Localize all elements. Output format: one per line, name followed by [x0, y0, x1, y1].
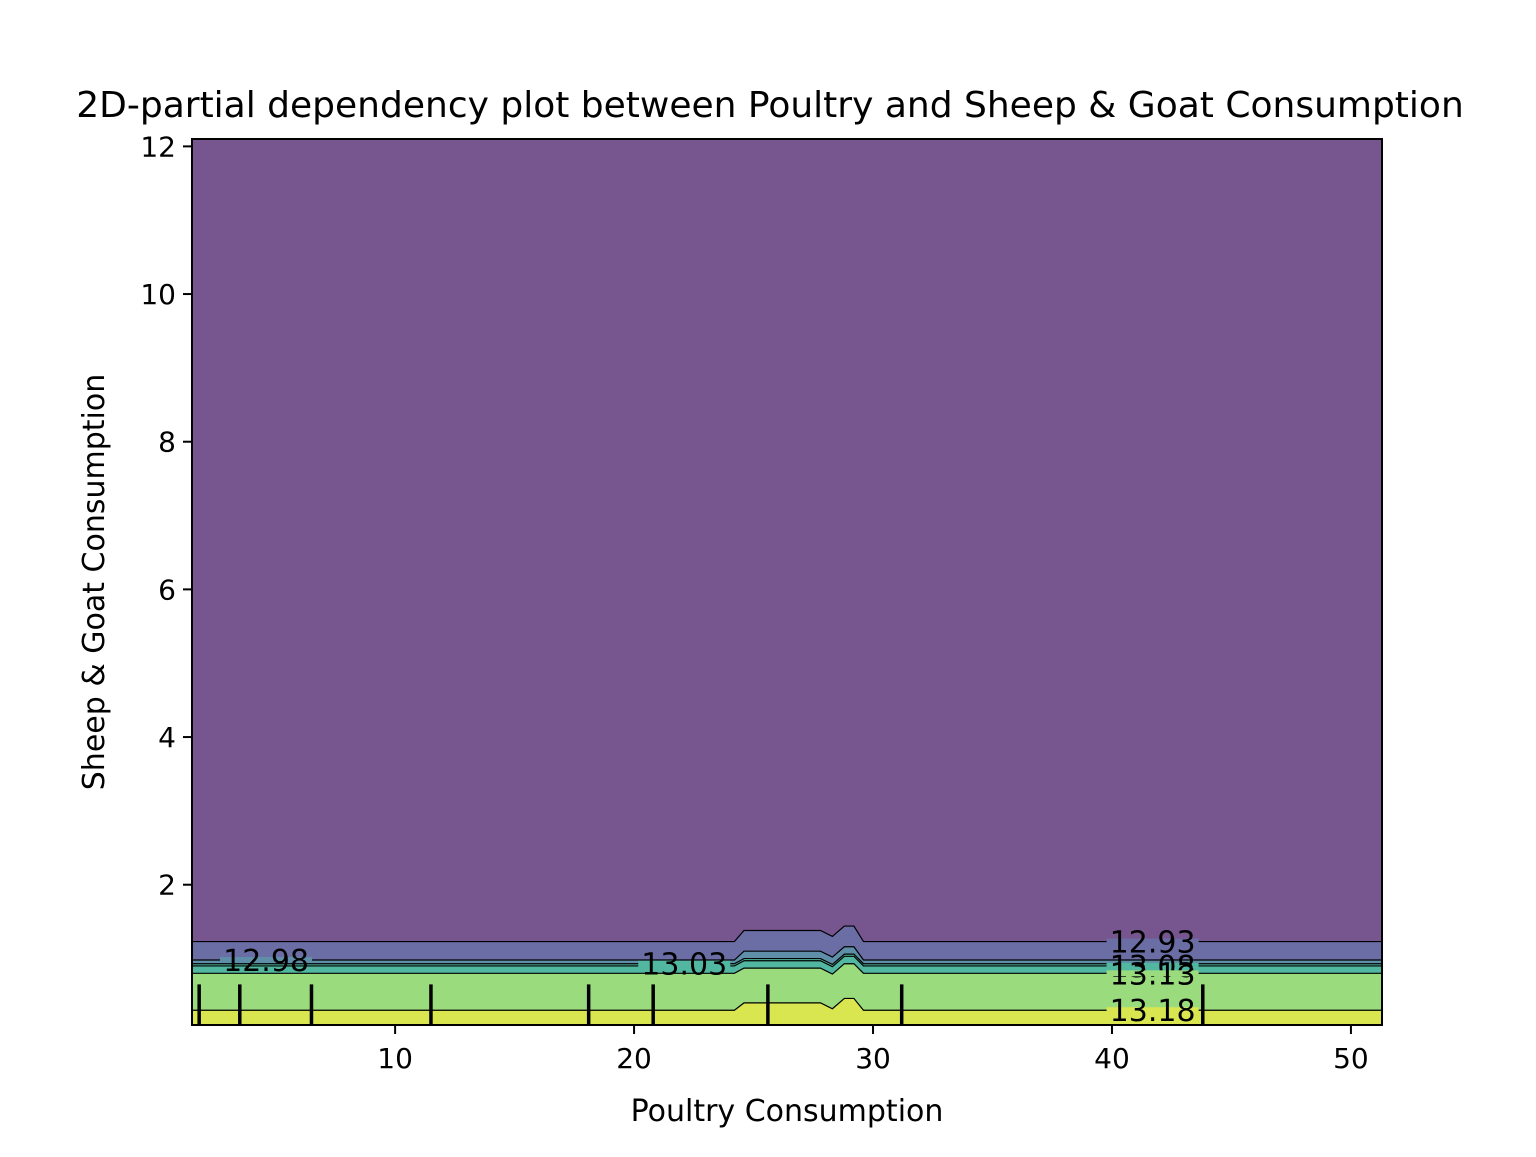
- y-tick-label-4: 4: [158, 721, 176, 754]
- x-axis-label: Poultry Consumption: [631, 1094, 944, 1129]
- contour-line-13.13: [192, 963, 1382, 975]
- y-axis-label: Sheep & Goat Consumption: [77, 374, 112, 790]
- x-tick-label-30: 30: [855, 1042, 891, 1075]
- chart-title: 2D-partial dependency plot between Poult…: [76, 85, 1464, 126]
- rug-marks: [197, 984, 1205, 1025]
- contour-line-12.98: [192, 946, 1382, 961]
- contour-label-13.08: 13.08: [1110, 950, 1196, 985]
- contour-label-12.98-gap: [220, 957, 313, 964]
- y-tick-label-6: 6: [158, 573, 176, 606]
- contour-label-13.18: 13.18: [1110, 994, 1196, 1029]
- band-top: [192, 139, 1382, 1025]
- x-tick-label-40: 40: [1094, 1042, 1130, 1075]
- contour-line-13.08: [192, 955, 1382, 968]
- contour-lines: [192, 925, 1382, 1011]
- y-tick-label-12: 12: [140, 130, 176, 163]
- x-tick-label-50: 50: [1333, 1042, 1369, 1075]
- contour-label-13.13: 13.13: [1110, 957, 1196, 992]
- plot-frame: [191, 138, 1383, 1026]
- contour-label-13.18-gap: [1106, 1007, 1199, 1014]
- contour-label-13.08-gap: [1106, 962, 1199, 969]
- contour-bands: [192, 139, 1382, 1025]
- y-axis: 2 4 6 8 10 12: [140, 130, 192, 902]
- contour-label-13.13-gap: [1106, 970, 1199, 977]
- x-tick-label-20: 20: [616, 1042, 652, 1075]
- contour-label-12.93-gap: [1106, 938, 1199, 945]
- contour-line-13.03: [192, 953, 1382, 966]
- x-tick-label-10: 10: [377, 1042, 413, 1075]
- y-tick-label-8: 8: [158, 426, 176, 459]
- contour-line-13.18: [192, 997, 1382, 1011]
- y-tick-label-10: 10: [140, 278, 176, 311]
- band-13.18: [192, 998, 1382, 1025]
- contour-label-13.03: 13.03: [641, 948, 727, 983]
- contour-line-12.93: [192, 925, 1382, 943]
- contour-label-12.93: 12.93: [1110, 926, 1196, 961]
- contour-label-12.98: 12.98: [223, 944, 309, 979]
- y-tick-label-2: 2: [158, 869, 176, 902]
- x-axis: 10 20 30 40 50: [377, 1025, 1369, 1075]
- contour-label-13.03-gap: [638, 960, 731, 967]
